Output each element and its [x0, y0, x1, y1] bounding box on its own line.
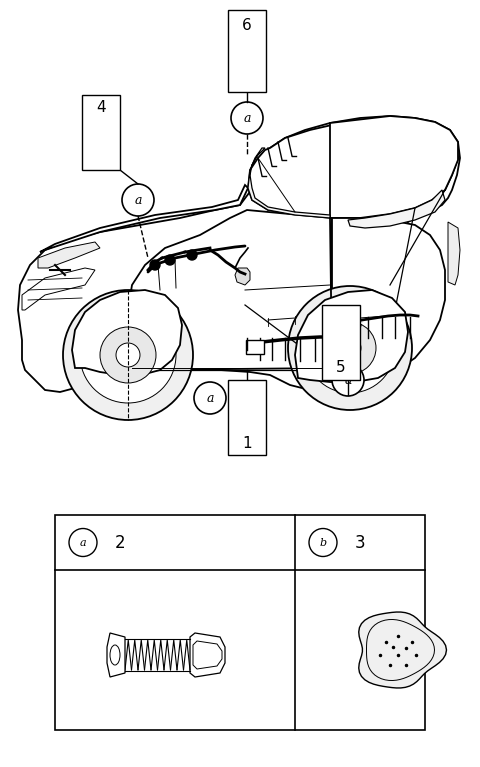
Circle shape: [80, 307, 176, 403]
Polygon shape: [235, 268, 250, 285]
FancyBboxPatch shape: [246, 340, 264, 354]
Circle shape: [339, 337, 361, 359]
Text: 1: 1: [242, 436, 252, 450]
Text: 3: 3: [355, 534, 365, 551]
Polygon shape: [348, 190, 445, 228]
Circle shape: [324, 322, 376, 374]
Circle shape: [309, 528, 337, 557]
Polygon shape: [107, 633, 125, 677]
Circle shape: [288, 286, 412, 410]
Circle shape: [332, 364, 364, 396]
Polygon shape: [359, 612, 446, 688]
Polygon shape: [248, 118, 458, 218]
Polygon shape: [22, 268, 95, 310]
Text: a: a: [344, 374, 352, 387]
Polygon shape: [190, 633, 225, 677]
Circle shape: [187, 250, 197, 260]
Circle shape: [63, 290, 193, 420]
Polygon shape: [295, 290, 408, 382]
Text: b: b: [319, 538, 326, 548]
Text: 2: 2: [115, 534, 125, 551]
Polygon shape: [248, 148, 330, 218]
Circle shape: [165, 255, 175, 265]
Polygon shape: [72, 290, 182, 375]
Circle shape: [100, 327, 156, 383]
Circle shape: [231, 102, 263, 134]
Circle shape: [116, 343, 140, 367]
Polygon shape: [128, 210, 332, 370]
Circle shape: [305, 303, 395, 393]
FancyBboxPatch shape: [55, 515, 425, 730]
Text: 6: 6: [242, 18, 252, 32]
Text: 5: 5: [336, 360, 346, 376]
FancyBboxPatch shape: [228, 380, 266, 455]
Polygon shape: [332, 218, 445, 378]
Polygon shape: [18, 116, 460, 392]
Circle shape: [150, 260, 160, 270]
Polygon shape: [38, 242, 100, 268]
Text: a: a: [80, 538, 86, 548]
FancyBboxPatch shape: [228, 10, 266, 92]
Polygon shape: [448, 222, 460, 285]
Text: a: a: [134, 193, 142, 206]
Text: 4: 4: [96, 100, 106, 114]
Text: a: a: [243, 111, 251, 124]
Text: a: a: [206, 391, 214, 404]
Polygon shape: [40, 185, 248, 252]
Circle shape: [194, 382, 226, 414]
FancyBboxPatch shape: [322, 305, 360, 380]
Circle shape: [69, 528, 97, 557]
FancyBboxPatch shape: [82, 95, 120, 170]
Polygon shape: [330, 116, 458, 218]
Circle shape: [122, 184, 154, 216]
